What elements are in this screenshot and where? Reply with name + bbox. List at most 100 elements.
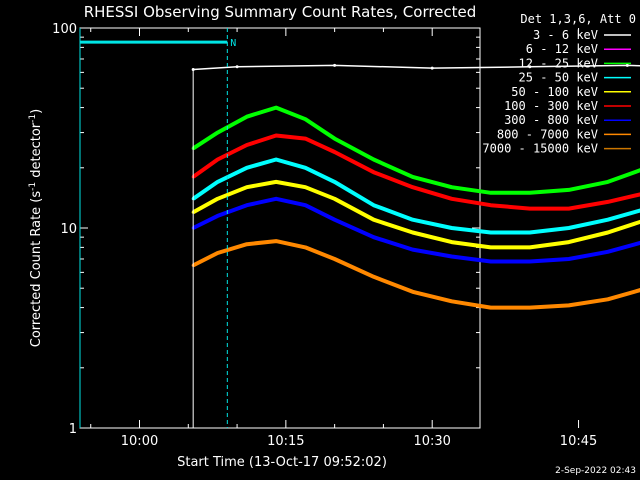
data-point — [411, 218, 415, 222]
data-point — [606, 218, 610, 222]
data-point — [528, 306, 532, 310]
y-tick-labels: 100 10 1 — [52, 22, 77, 437]
data-point — [450, 185, 454, 189]
data-point — [333, 180, 337, 184]
data-point — [372, 170, 376, 174]
data-point — [450, 197, 454, 201]
data-point — [245, 166, 249, 170]
data-point — [216, 180, 220, 184]
data-point — [245, 203, 249, 207]
data-point — [606, 297, 610, 301]
series-line — [192, 179, 640, 250]
x-tick-label: 10:45 — [560, 434, 597, 449]
data-point — [333, 150, 337, 154]
data-point — [245, 115, 249, 119]
data-point — [489, 306, 493, 310]
data-point — [274, 158, 278, 161]
data-point — [245, 242, 249, 246]
series-line — [193, 64, 640, 71]
data-point — [245, 185, 249, 189]
x-axis-label: Start Time (13-Oct-17 09:52:02) — [177, 455, 387, 470]
data-point — [303, 185, 307, 189]
data-point — [372, 218, 376, 222]
y-tick-label: 10 — [60, 222, 77, 237]
data-point — [303, 166, 307, 170]
data-point — [411, 248, 415, 252]
render-timestamp: 2-Sep-2022 02:43 — [555, 466, 636, 476]
data-point — [411, 175, 415, 179]
data-point — [274, 197, 278, 201]
y-tick-label: 100 — [52, 22, 77, 37]
series-300-800-kev — [191, 196, 640, 264]
series-50-100-kev — [191, 179, 640, 250]
data-point — [489, 203, 493, 207]
data-point — [333, 218, 337, 222]
series-line — [192, 239, 640, 310]
data-point — [333, 137, 337, 141]
data-point — [303, 137, 307, 141]
legend-label: 100 - 300 keV — [504, 99, 598, 113]
data-point — [528, 231, 532, 234]
data-point — [489, 245, 493, 249]
data-point — [567, 188, 571, 192]
night-label: N — [230, 38, 236, 49]
data-point — [528, 65, 532, 69]
data-point — [303, 245, 307, 249]
data-point — [489, 231, 493, 234]
data-point — [274, 134, 278, 137]
data-point — [489, 191, 493, 195]
x-tick-label: 10:15 — [267, 434, 304, 449]
legend-label: 12 - 25 keV — [519, 56, 598, 70]
data-point — [372, 235, 376, 239]
data-point — [303, 117, 307, 121]
data-point — [450, 240, 454, 244]
legend-label: 50 - 100 keV — [511, 85, 598, 99]
data-point — [372, 203, 376, 207]
series-line — [192, 105, 640, 195]
data-point — [528, 191, 532, 195]
data-point — [606, 250, 610, 254]
data-point — [567, 240, 571, 244]
annotation-layer: NF — [79, 28, 236, 428]
data-point — [235, 65, 239, 69]
data-point — [274, 106, 278, 110]
series-line — [192, 196, 640, 264]
data-point — [567, 207, 571, 211]
legend-label: 7000 - 15000 keV — [482, 142, 598, 156]
data-point — [489, 260, 493, 263]
data-point — [274, 239, 278, 243]
legend-label: 800 - 7000 keV — [497, 127, 598, 141]
data-point — [333, 63, 337, 67]
data-point — [411, 185, 415, 189]
x-tick-label: 10:00 — [121, 434, 158, 449]
y-tick-label: 1 — [69, 422, 77, 437]
series-25-50-kev — [191, 157, 640, 235]
data-point — [411, 231, 415, 234]
series-12-25-kev — [191, 105, 640, 195]
x-tick-label: 10:30 — [413, 434, 450, 449]
data-point — [567, 257, 571, 261]
data-point — [191, 68, 195, 71]
series-line — [192, 133, 640, 211]
series-100-300-kev — [191, 133, 640, 211]
data-point — [216, 131, 220, 135]
series-layer — [191, 63, 640, 428]
data-point — [625, 63, 629, 67]
data-point — [216, 214, 220, 218]
data-point — [606, 231, 610, 234]
data-point — [303, 203, 307, 207]
data-point — [274, 180, 278, 184]
data-point — [450, 255, 454, 258]
data-point — [450, 299, 454, 303]
data-point — [216, 197, 220, 201]
y-axis-label: Corrected Count Rate (s-1 detector-1) — [28, 109, 44, 347]
data-point — [430, 66, 434, 70]
legend-label: 300 - 800 keV — [504, 113, 598, 127]
data-point — [372, 275, 376, 279]
data-point — [528, 207, 532, 211]
data-point — [567, 303, 571, 307]
data-point — [528, 260, 532, 263]
